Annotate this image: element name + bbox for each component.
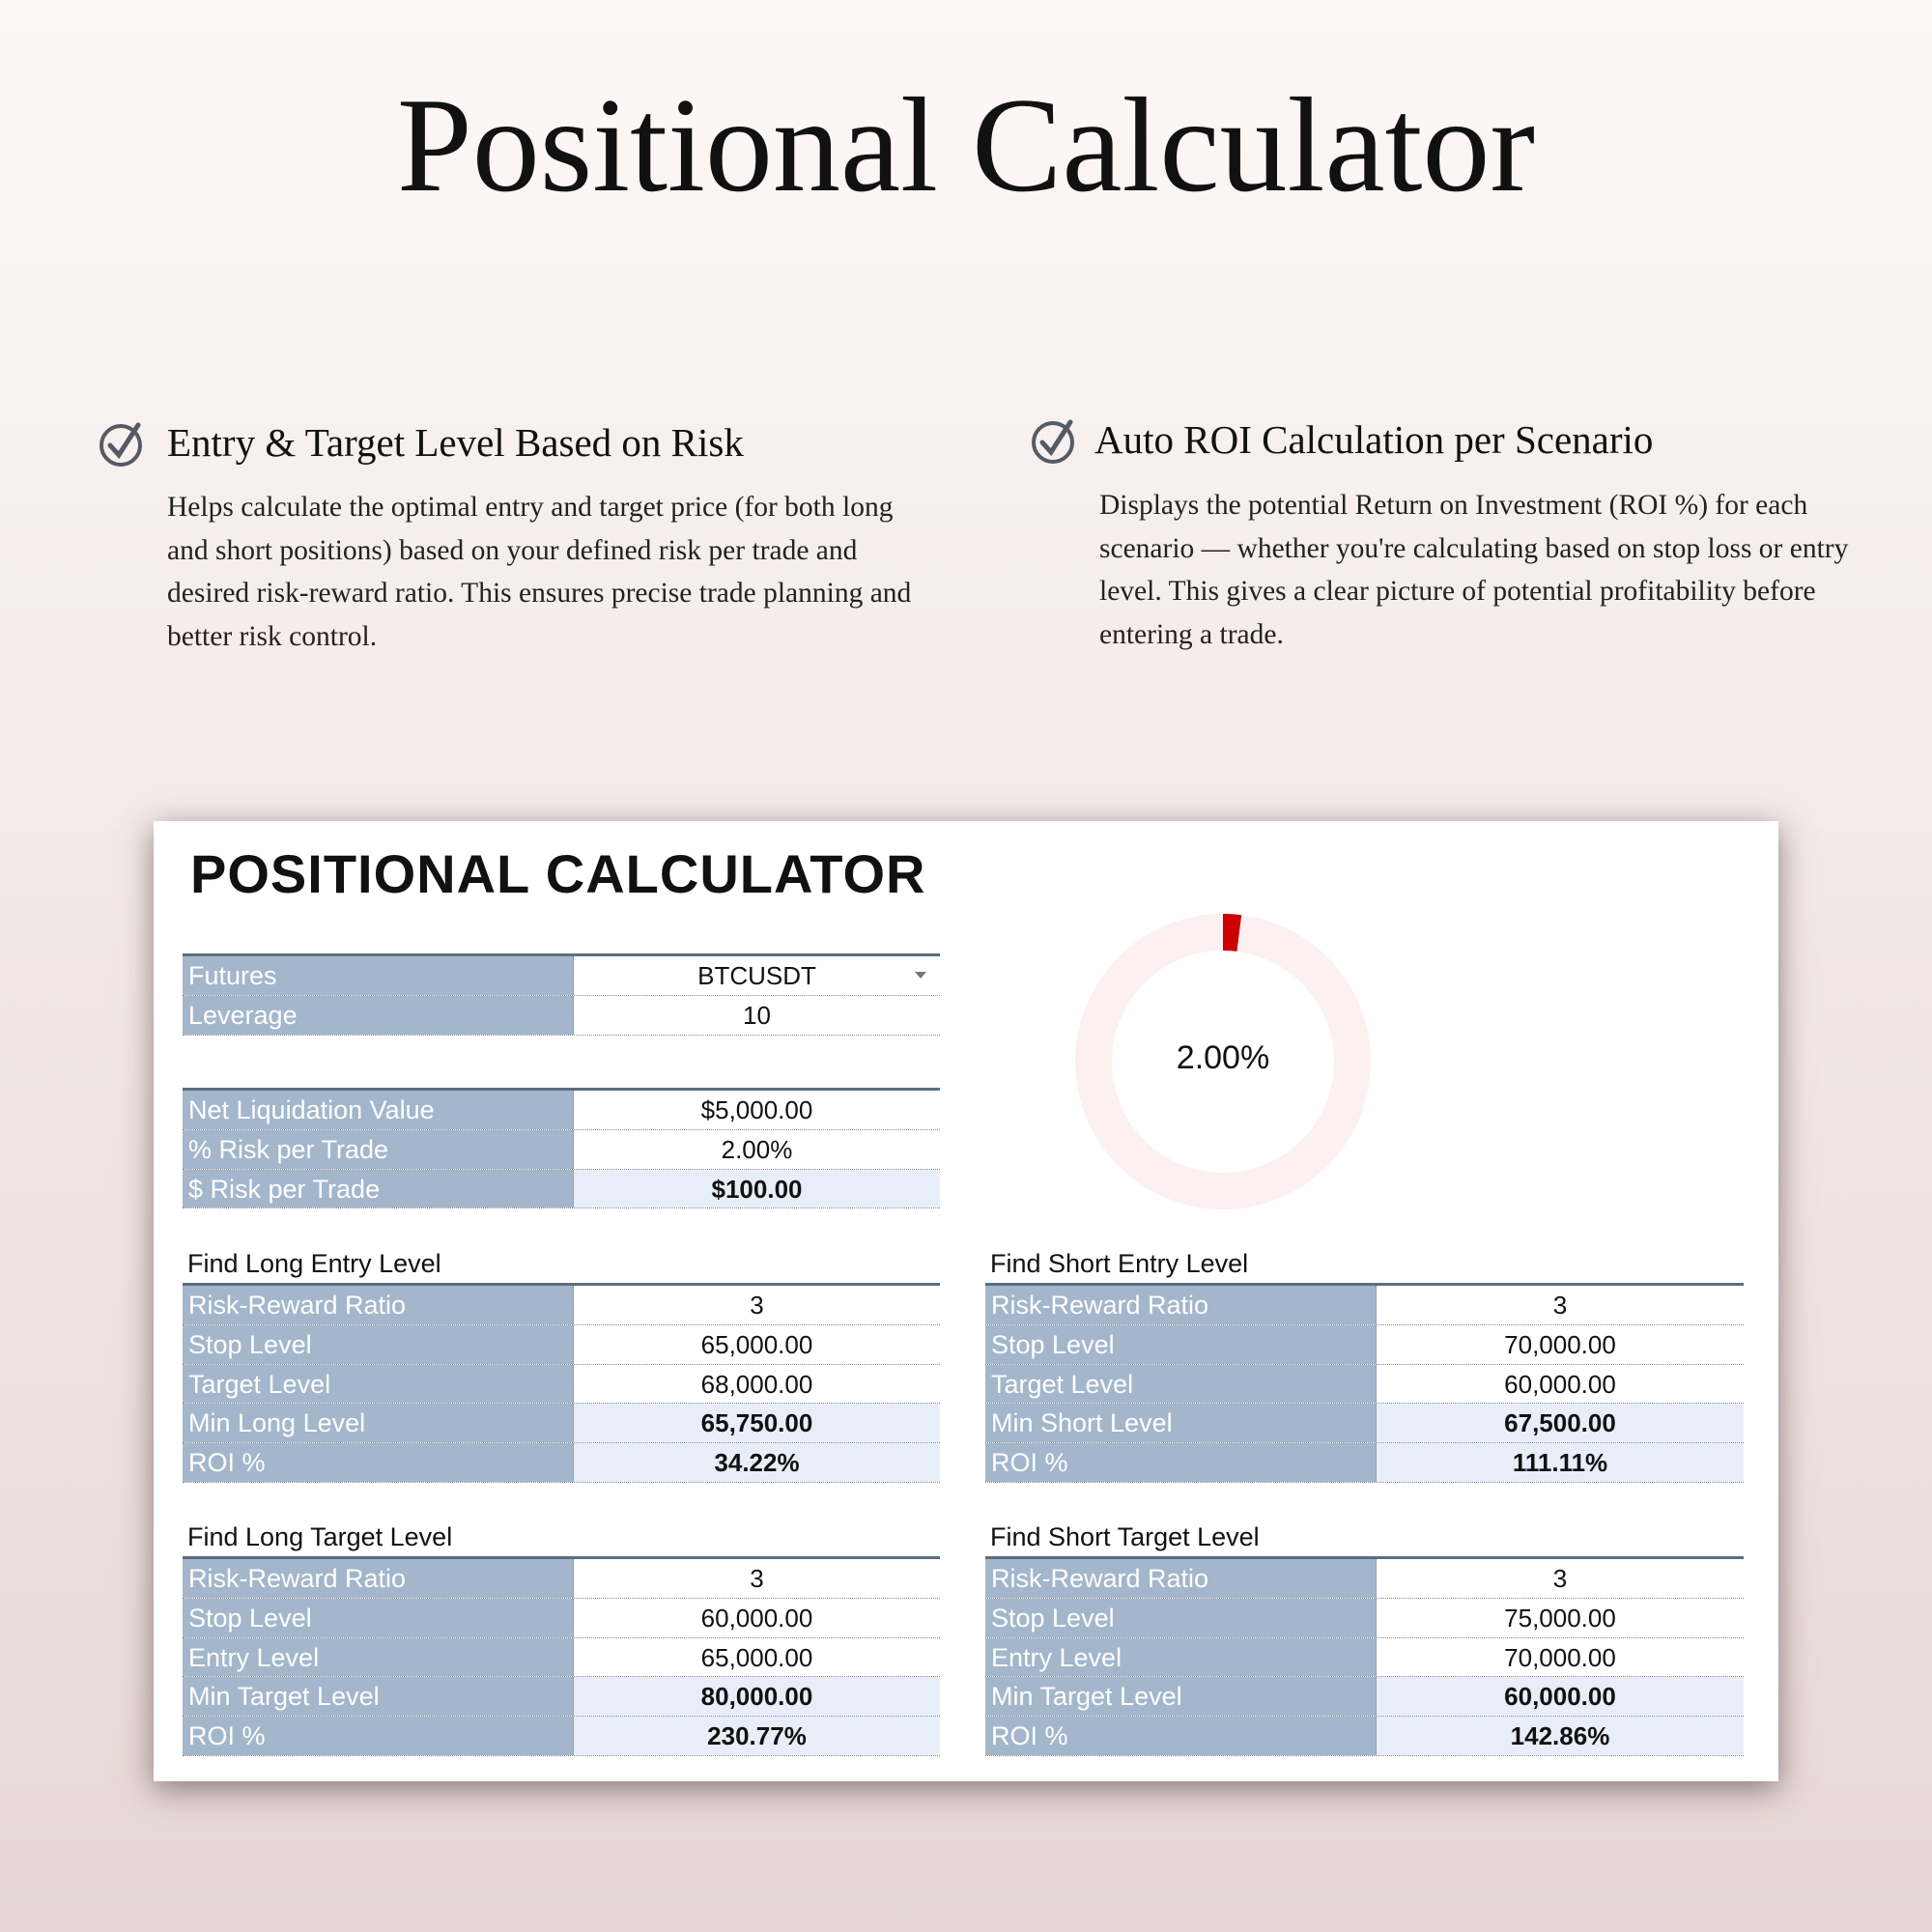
computed-value: 230.77% [574, 1717, 940, 1755]
computed-value: 80,000.00 [574, 1677, 940, 1717]
row-label: Min Short Level [985, 1404, 1377, 1443]
table-row: Leverage 10 [183, 995, 940, 1036]
long-entry-table: Risk-Reward Ratio 3 Stop Level 65,000.00 Tar… [183, 1283, 940, 1483]
short-entry-table: Risk-Reward Ratio 3 Stop Level 70,000.00 Tar… [985, 1283, 1744, 1483]
table-row: Stop Level 65,000.00 [183, 1324, 940, 1365]
table-row: ROI % 34.22% [183, 1443, 940, 1483]
risk-donut-chart [1075, 914, 1371, 1209]
page-title: Positional Calculator [396, 71, 1536, 220]
donut-label: 2.00% [1176, 1039, 1270, 1076]
table-row: Entry Level 70,000.00 [985, 1637, 1744, 1678]
input-cell[interactable]: 70,000.00 [1504, 1642, 1616, 1672]
leverage-input[interactable]: 10 [743, 1000, 771, 1030]
row-label: Risk-Reward Ratio [183, 1559, 574, 1598]
risk-dollar-value: $100.00 [574, 1169, 940, 1208]
short-target-table: Risk-Reward Ratio 3 Stop Level 75,000.00 Ent… [985, 1556, 1744, 1756]
computed-value: 60,000.00 [1377, 1677, 1744, 1717]
table-row: Risk-Reward Ratio 3 [985, 1559, 1744, 1599]
row-label: Stop Level [183, 1324, 574, 1364]
table-row: Net Liquidation Value $5,000.00 [183, 1091, 940, 1130]
input-cell[interactable]: 3 [750, 1564, 764, 1593]
table-row: Stop Level 70,000.00 [985, 1324, 1744, 1365]
table-row: Risk-Reward Ratio 3 [183, 1286, 940, 1325]
long-entry-heading: Find Long Entry Level [187, 1249, 441, 1278]
dropdown-arrow-icon[interactable] [915, 972, 926, 979]
sheet-title: POSITIONAL CALCULATOR [190, 843, 926, 904]
row-label: Entry Level [183, 1637, 574, 1677]
table-row: Target Level 60,000.00 [985, 1364, 1744, 1405]
feature-heading: Entry & Target Level Based on Risk [167, 420, 744, 465]
feature-heading: Auto ROI Calculation per Scenario [1094, 417, 1654, 462]
table-row: Min Short Level 67,500.00 [985, 1404, 1744, 1444]
input-cell[interactable]: 3 [750, 1291, 764, 1320]
input-cell[interactable]: 60,000.00 [700, 1603, 813, 1633]
table-row: Risk-Reward Ratio 3 [985, 1286, 1744, 1325]
long-target-table: Risk-Reward Ratio 3 Stop Level 60,000.00 Ent… [183, 1556, 940, 1756]
computed-value: 142.86% [1377, 1717, 1744, 1755]
row-label: $ Risk per Trade [183, 1169, 574, 1208]
table-row: Futures BTCUSDT [183, 956, 940, 996]
input-cell[interactable]: 75,000.00 [1504, 1603, 1616, 1633]
input-cell[interactable]: 65,000.00 [700, 1642, 813, 1672]
table-row: Min Target Level 60,000.00 [985, 1677, 1744, 1718]
check-circle-icon [1032, 419, 1074, 464]
row-label: Risk-Reward Ratio [985, 1559, 1377, 1598]
short-target-heading: Find Short Target Level [990, 1522, 1260, 1551]
table-row: $ Risk per Trade $100.00 [183, 1169, 940, 1209]
row-label: ROI % [985, 1443, 1377, 1482]
feature-body: Helps calculate the optimal entry and ta… [167, 492, 912, 652]
long-target-heading: Find Long Target Level [187, 1522, 453, 1551]
table-row: % Risk per Trade 2.00% [183, 1129, 940, 1170]
table-row: Risk-Reward Ratio 3 [183, 1559, 940, 1599]
feature-body: Displays the potential Return on Investm… [1099, 490, 1849, 650]
table-row: ROI % 111.11% [985, 1443, 1744, 1483]
table-row: Entry Level 65,000.00 [183, 1637, 940, 1678]
settings-table: Futures BTCUSDT Leverage 10 [183, 953, 940, 1036]
row-label: Risk-Reward Ratio [183, 1286, 574, 1324]
input-cell[interactable]: 60,000.00 [1504, 1369, 1616, 1399]
input-cell[interactable]: 68,000.00 [700, 1369, 813, 1399]
input-cell[interactable]: 70,000.00 [1504, 1329, 1616, 1359]
row-label: % Risk per Trade [183, 1129, 574, 1169]
input-cell[interactable]: 65,000.00 [700, 1329, 813, 1359]
row-label: Futures [183, 956, 574, 995]
row-label: ROI % [183, 1717, 574, 1755]
input-cell[interactable]: 3 [1552, 1291, 1568, 1320]
row-label: Risk-Reward Ratio [985, 1286, 1377, 1324]
account-table: Net Liquidation Value $5,000.00 % Risk pe… [183, 1088, 940, 1209]
table-row: Stop Level 60,000.00 [183, 1598, 940, 1638]
row-label: Target Level [183, 1364, 574, 1404]
table-row: Target Level 68,000.00 [183, 1364, 940, 1405]
risk-percent-input[interactable]: 2.00% [721, 1134, 793, 1164]
row-label: Leverage [183, 995, 574, 1035]
row-label: Min Target Level [985, 1677, 1377, 1717]
computed-value: 65,750.00 [574, 1404, 940, 1443]
table-row: Min Target Level 80,000.00 [183, 1677, 940, 1718]
table-row: Stop Level 75,000.00 [985, 1598, 1744, 1638]
row-label: Min Target Level [183, 1677, 574, 1717]
row-label: Stop Level [183, 1598, 574, 1637]
net-liquidation-input[interactable]: $5,000.00 [700, 1095, 813, 1124]
row-label: Entry Level [985, 1637, 1377, 1677]
futures-select[interactable]: BTCUSDT [574, 956, 940, 995]
row-label: ROI % [183, 1443, 574, 1482]
computed-value: 34.22% [574, 1443, 940, 1482]
row-label: Min Long Level [183, 1404, 574, 1443]
computed-value: 111.11% [1377, 1443, 1744, 1482]
row-label: ROI % [985, 1717, 1377, 1755]
row-label: Stop Level [985, 1324, 1377, 1364]
table-row: ROI % 142.86% [985, 1717, 1744, 1756]
row-label: Net Liquidation Value [183, 1091, 574, 1129]
input-cell[interactable]: 3 [1552, 1564, 1568, 1593]
table-row: Min Long Level 65,750.00 [183, 1404, 940, 1444]
row-label: Target Level [985, 1364, 1377, 1404]
table-row: ROI % 230.77% [183, 1717, 940, 1756]
donut-fill [1222, 914, 1242, 952]
check-circle-icon [99, 422, 142, 467]
computed-value: 67,500.00 [1377, 1404, 1744, 1443]
futures-value: BTCUSDT [697, 961, 816, 990]
short-entry-heading: Find Short Entry Level [990, 1249, 1249, 1278]
row-label: Stop Level [985, 1598, 1377, 1637]
